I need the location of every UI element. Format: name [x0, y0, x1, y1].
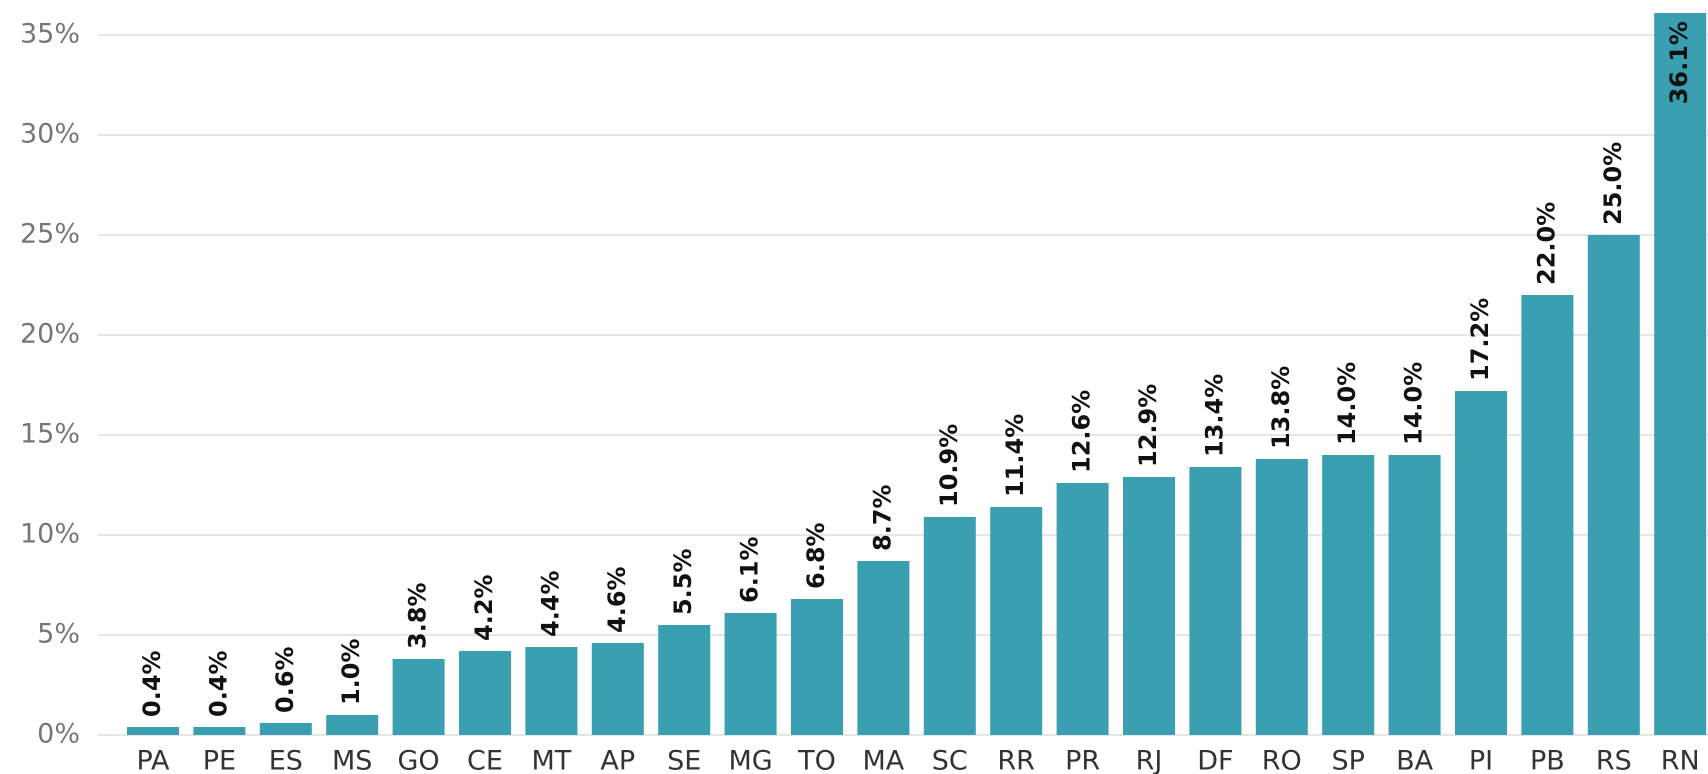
y-tick-label: 20%: [20, 319, 80, 350]
value-label: 11.4%: [1001, 414, 1029, 497]
value-label: 0.4%: [138, 650, 166, 717]
x-tick-label: PR: [1065, 746, 1100, 774]
value-label: 14.0%: [1400, 362, 1428, 445]
y-tick-label: 30%: [20, 119, 80, 150]
y-tick-label: 15%: [20, 419, 80, 450]
x-tick-label: BA: [1396, 746, 1434, 774]
value-label: 13.4%: [1200, 374, 1228, 457]
x-tick-label: SE: [667, 746, 701, 774]
x-tick-label: SP: [1331, 746, 1364, 774]
bar: [857, 561, 910, 735]
x-tick-label: RN: [1661, 746, 1700, 774]
y-tick-label: 25%: [20, 219, 80, 250]
value-label: 4.2%: [470, 574, 498, 641]
bar: [1455, 391, 1507, 735]
x-tick-label: CE: [467, 746, 503, 774]
value-label: 8.7%: [868, 484, 896, 551]
x-tick-label: MT: [532, 746, 572, 774]
bar: [1388, 455, 1441, 735]
value-label: 10.9%: [935, 424, 963, 507]
bar: [1322, 455, 1375, 735]
value-label: 36.1%: [1665, 21, 1693, 104]
x-tick-label: RR: [997, 746, 1035, 774]
bar: [1654, 13, 1707, 735]
x-tick-label: GO: [398, 746, 440, 774]
x-tick-label: TO: [797, 746, 836, 774]
bar: [259, 723, 312, 735]
x-tick-label: MG: [728, 746, 772, 774]
value-label: 12.6%: [1068, 390, 1096, 473]
y-tick-label: 10%: [20, 519, 80, 550]
x-tick-label: PI: [1469, 746, 1493, 774]
value-label: 14.0%: [1333, 362, 1361, 445]
value-label: 0.4%: [204, 650, 232, 717]
value-label: 12.9%: [1134, 384, 1162, 467]
x-tick-label: PE: [203, 746, 236, 774]
y-tick-label: 35%: [20, 19, 80, 50]
bar: [1255, 459, 1308, 735]
value-label: 22.0%: [1532, 202, 1560, 285]
bar: [1521, 295, 1574, 735]
bar: [724, 613, 777, 735]
value-label: 4.4%: [536, 570, 564, 637]
bar: [193, 727, 246, 735]
value-label: 17.2%: [1466, 298, 1494, 381]
bar: [791, 599, 843, 735]
value-label: 6.8%: [802, 522, 830, 589]
x-tick-label: MS: [332, 746, 372, 774]
x-tick-label: MA: [863, 746, 905, 774]
bar: [525, 647, 578, 735]
x-tick-label: PA: [136, 746, 170, 774]
bar: [1587, 235, 1640, 735]
x-tick-label: DF: [1197, 746, 1233, 774]
bar: [326, 715, 379, 735]
value-label: 13.8%: [1267, 366, 1295, 449]
y-tick-label: 5%: [37, 619, 80, 650]
x-tick-label: RS: [1596, 746, 1632, 774]
bar: [923, 517, 976, 735]
value-label: 3.8%: [404, 582, 432, 649]
bar: [392, 659, 445, 735]
value-label: 25.0%: [1599, 142, 1627, 225]
bar: [459, 651, 511, 735]
bar: [1056, 483, 1109, 735]
x-tick-label: RJ: [1136, 746, 1163, 774]
bar: [658, 625, 711, 735]
x-tick-label: RO: [1262, 746, 1302, 774]
value-label: 0.6%: [271, 646, 299, 713]
bar: [1123, 477, 1175, 735]
bar: [127, 727, 179, 735]
y-tick-label: 0%: [37, 719, 80, 750]
value-label: 4.6%: [603, 566, 631, 633]
x-tick-label: AP: [600, 746, 635, 774]
value-label: 6.1%: [736, 536, 764, 603]
x-tick-label: SC: [932, 746, 968, 774]
x-tick-label: ES: [269, 746, 303, 774]
value-label: 1.0%: [337, 638, 365, 705]
bar: [990, 507, 1043, 735]
x-tick-label: PB: [1530, 746, 1565, 774]
bar: [1189, 467, 1242, 735]
bar: [591, 643, 644, 735]
value-label: 5.5%: [669, 548, 697, 615]
